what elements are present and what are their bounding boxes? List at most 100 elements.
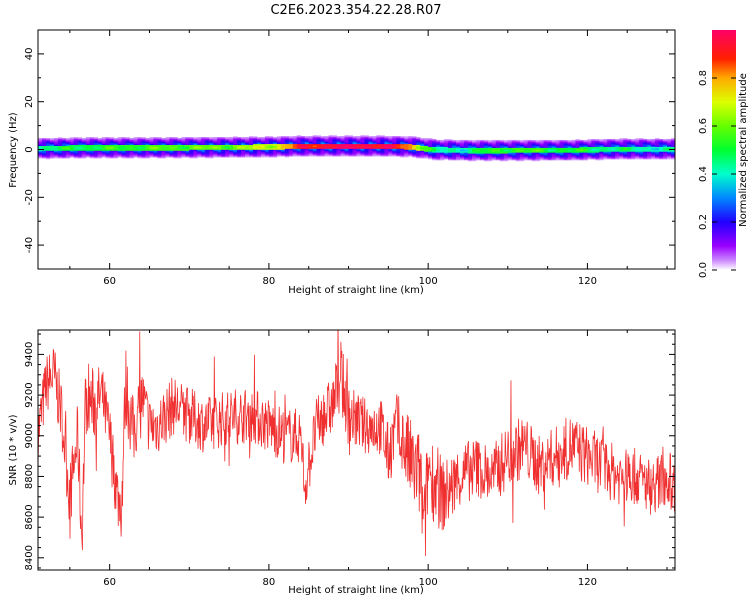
heatmap-cell	[249, 150, 254, 152]
heatmap-cell	[237, 139, 242, 142]
heatmap-cell	[575, 157, 580, 159]
heatmap-cell	[360, 155, 365, 157]
heatmap-cell	[523, 150, 529, 152]
heatmap-cell	[69, 151, 75, 153]
heatmap-cell	[129, 149, 134, 151]
heatmap-cell	[209, 151, 214, 153]
heatmap-cell	[280, 145, 286, 147]
heatmap-cell	[487, 160, 493, 162]
heatmap-cell	[471, 146, 477, 148]
heatmap-cell	[352, 138, 357, 141]
heatmap-cell	[65, 147, 71, 149]
heatmap-cell	[284, 142, 290, 145]
heatmap-cell	[332, 154, 337, 156]
heatmap-cell	[456, 153, 461, 155]
heatmap-cell	[519, 145, 525, 147]
heatmap-cell	[575, 147, 580, 149]
heatmap-cell	[487, 149, 493, 151]
heatmap-cell	[53, 140, 59, 143]
heatmap-cell	[145, 157, 150, 159]
heatmap-cell	[89, 157, 95, 159]
heatmap-cell	[344, 149, 349, 151]
heatmap-cell	[69, 141, 75, 144]
heatmap-cell	[663, 146, 668, 148]
heatmap-cell	[428, 140, 433, 143]
heatmap-cell	[101, 155, 107, 157]
heatmap-cell	[336, 138, 341, 141]
heatmap-cell	[448, 152, 453, 154]
heatmap-cell	[400, 137, 405, 139]
heatmap-cell	[264, 144, 270, 146]
heatmap-cell	[539, 158, 545, 160]
heatmap-cell	[631, 156, 636, 158]
heatmap-cell	[659, 145, 664, 147]
heatmap-cell	[336, 148, 341, 150]
heatmap-cell	[65, 138, 71, 140]
heatmap-cell	[615, 147, 620, 149]
heatmap-cell	[312, 147, 318, 149]
heatmap-cell	[475, 144, 481, 146]
heatmap-cell	[328, 155, 334, 157]
heatmap-cell	[583, 143, 588, 146]
heatmap-cell	[165, 139, 170, 142]
heatmap-cell	[241, 156, 246, 158]
heatmap-cell	[659, 141, 664, 144]
heatmap-cell	[583, 157, 588, 159]
heatmap-cell	[579, 156, 584, 158]
heatmap-cell	[376, 152, 381, 154]
heatmap-cell	[511, 149, 517, 151]
heatmap-cell	[467, 152, 473, 154]
heatmap-cell	[41, 149, 47, 151]
heatmap-cell	[487, 144, 493, 146]
heatmap-cell	[233, 153, 238, 155]
heatmap-cell	[93, 138, 99, 140]
spectrogram-y-tick-label: 40	[24, 48, 35, 61]
heatmap-cell	[149, 148, 154, 150]
heatmap-cell	[360, 144, 365, 146]
heatmap-cell	[631, 151, 636, 153]
heatmap-cell	[49, 155, 55, 157]
heatmap-cell	[73, 148, 79, 150]
heatmap-cell	[197, 140, 202, 143]
heatmap-cell	[129, 139, 134, 142]
heatmap-cell	[149, 137, 154, 139]
heatmap-cell	[272, 147, 278, 149]
heatmap-cell	[396, 140, 401, 143]
heatmap-cell	[272, 143, 278, 146]
heatmap-cell	[149, 153, 154, 155]
heatmap-cell	[611, 141, 616, 144]
heatmap-cell	[535, 145, 541, 147]
heatmap-cell	[619, 156, 624, 158]
heatmap-cell	[499, 158, 505, 160]
heatmap-cell	[249, 156, 254, 158]
heatmap-cell	[428, 149, 433, 151]
heatmap-cell	[440, 139, 445, 142]
heatmap-cell	[519, 141, 525, 144]
heatmap-cell	[69, 139, 75, 142]
heatmap-cell	[77, 138, 83, 141]
heatmap-cell	[41, 153, 47, 155]
heatmap-cell	[352, 151, 357, 153]
heatmap-cell	[416, 147, 421, 149]
heatmap-cell	[45, 141, 51, 144]
heatmap-cell	[53, 146, 59, 148]
heatmap-cell	[452, 152, 457, 154]
heatmap-cell	[563, 142, 568, 145]
heatmap-cell	[535, 141, 541, 144]
heatmap-cell	[288, 144, 294, 146]
heatmap-cell	[563, 150, 568, 152]
heatmap-cell	[671, 145, 675, 147]
heatmap-cell	[85, 138, 91, 141]
heatmap-cell	[547, 150, 552, 152]
heatmap-cell	[547, 159, 552, 161]
heatmap-cell	[137, 137, 142, 139]
heatmap-cell	[300, 154, 306, 156]
heatmap-cell	[487, 147, 493, 149]
heatmap-cell	[320, 136, 326, 138]
heatmap-cell	[65, 150, 71, 152]
heatmap-cell	[348, 143, 353, 146]
heatmap-cell	[388, 150, 393, 152]
heatmap-cell	[292, 140, 298, 143]
heatmap-cell	[396, 155, 401, 157]
heatmap-cell	[587, 142, 592, 145]
